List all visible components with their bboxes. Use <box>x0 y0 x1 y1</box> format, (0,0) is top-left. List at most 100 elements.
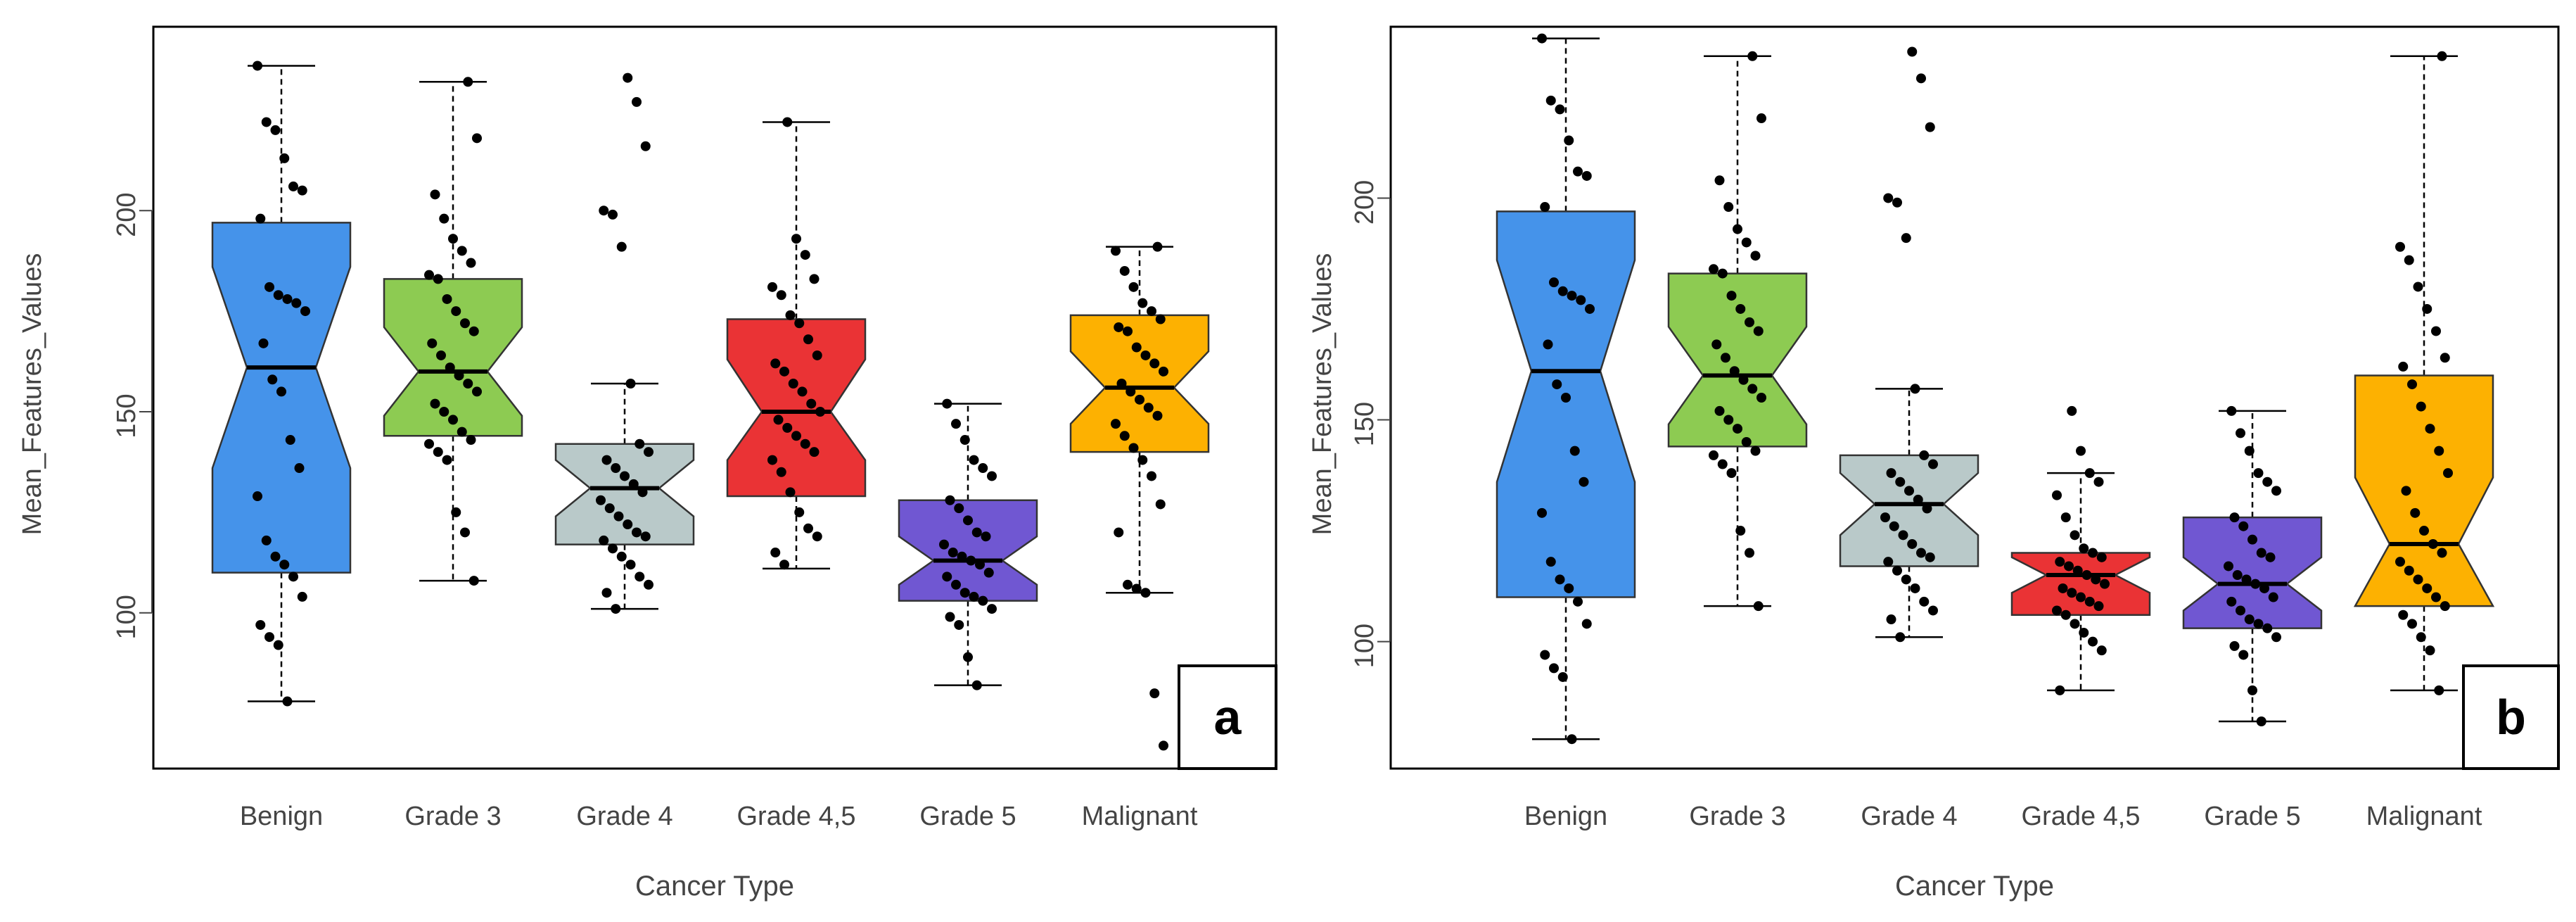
data-point <box>608 543 618 554</box>
data-point <box>788 378 798 389</box>
data-point <box>2070 619 2080 629</box>
data-point <box>2256 548 2266 558</box>
data-point <box>1750 251 1761 261</box>
box-grade-5 <box>898 398 1038 690</box>
data-point <box>971 527 982 538</box>
y-tick-label: 200 <box>1350 180 1379 225</box>
data-point <box>1721 353 1730 363</box>
panel-label-box <box>2462 664 2560 770</box>
data-point <box>2076 446 2086 456</box>
data-point <box>1745 317 1754 327</box>
data-point <box>273 290 283 301</box>
data-point <box>1149 358 1160 369</box>
data-point <box>2244 446 2255 456</box>
data-point <box>442 455 452 465</box>
data-point <box>2084 596 2095 607</box>
data-point <box>468 576 479 586</box>
data-point <box>969 591 979 602</box>
data-point <box>433 274 443 284</box>
data-point <box>1717 459 1728 469</box>
data-point <box>640 531 651 542</box>
data-point <box>797 386 808 397</box>
data-point <box>1733 424 1742 434</box>
data-point <box>448 415 458 425</box>
data-point <box>791 234 801 244</box>
data-point <box>2055 685 2065 695</box>
data-point <box>1549 277 1559 288</box>
data-point <box>1883 557 1894 567</box>
data-point <box>1561 393 1571 403</box>
data-point <box>945 495 955 505</box>
data-point <box>770 548 781 558</box>
data-point <box>767 455 777 465</box>
data-point <box>1549 663 1559 674</box>
data-point <box>2226 596 2237 607</box>
data-point <box>1741 437 1752 448</box>
data-point <box>279 560 290 570</box>
y-tick-label: 150 <box>1350 402 1379 446</box>
data-point <box>1883 193 1894 203</box>
data-point <box>2241 574 2252 585</box>
data-point <box>2081 570 2092 581</box>
data-point <box>472 133 482 144</box>
data-point <box>1564 583 1574 593</box>
notched-box <box>1496 210 1636 598</box>
data-point <box>599 206 609 216</box>
data-point <box>276 386 286 397</box>
data-point <box>1907 46 1918 57</box>
data-point <box>1726 468 1737 479</box>
data-point <box>466 435 476 446</box>
data-point <box>1540 650 1550 660</box>
data-point <box>442 293 452 304</box>
data-point <box>1573 166 1583 177</box>
data-point <box>978 463 988 474</box>
data-point <box>637 487 648 498</box>
data-point <box>939 539 949 550</box>
data-point <box>1898 530 1908 541</box>
x-tick-label-malignant: Malignant <box>2366 802 2482 831</box>
data-point <box>430 398 440 409</box>
data-point <box>983 567 994 578</box>
data-point <box>454 370 464 381</box>
data-point <box>270 125 281 135</box>
x-axis-title: Cancer Type <box>635 871 794 902</box>
data-point <box>1925 552 1935 562</box>
y-tick-label: 200 <box>112 193 141 237</box>
data-point <box>279 153 290 163</box>
data-point <box>1149 688 1160 699</box>
x-tick-label-grade-5: Grade 5 <box>919 802 1016 831</box>
panel-b: 100 150 200 Mean_Features_Values Cancer Type… <box>1308 25 2560 902</box>
data-point <box>2253 468 2264 479</box>
box-grade-3 <box>383 77 523 586</box>
data-point <box>1709 450 1719 460</box>
data-point <box>2425 424 2435 434</box>
data-point <box>2425 645 2435 656</box>
x-tick-label-benign: Benign <box>240 802 323 831</box>
data-point <box>2226 405 2237 416</box>
data-point <box>1735 526 1746 536</box>
y-tick-label: 150 <box>112 393 141 438</box>
data-point <box>2395 557 2405 567</box>
data-point <box>1919 450 1930 460</box>
data-point <box>2076 592 2086 602</box>
notched-box <box>211 222 352 574</box>
data-point <box>794 318 805 329</box>
data-point <box>2229 640 2240 651</box>
data-point <box>776 467 786 477</box>
data-point <box>261 535 272 545</box>
data-point <box>291 298 302 308</box>
data-point <box>2232 570 2243 581</box>
data-point <box>1585 303 1595 314</box>
data-point <box>261 117 272 127</box>
data-point <box>1131 342 1142 353</box>
data-point <box>1576 295 1586 305</box>
data-point <box>1537 507 1547 518</box>
x-tick-label-grade-3: Grade 3 <box>404 802 501 831</box>
data-point <box>1717 268 1728 279</box>
data-point <box>785 310 796 320</box>
data-point <box>2410 507 2421 518</box>
data-point <box>1892 197 1902 208</box>
data-point <box>2224 561 2233 571</box>
data-point <box>253 61 262 71</box>
y-tick-label: 100 <box>112 595 141 639</box>
